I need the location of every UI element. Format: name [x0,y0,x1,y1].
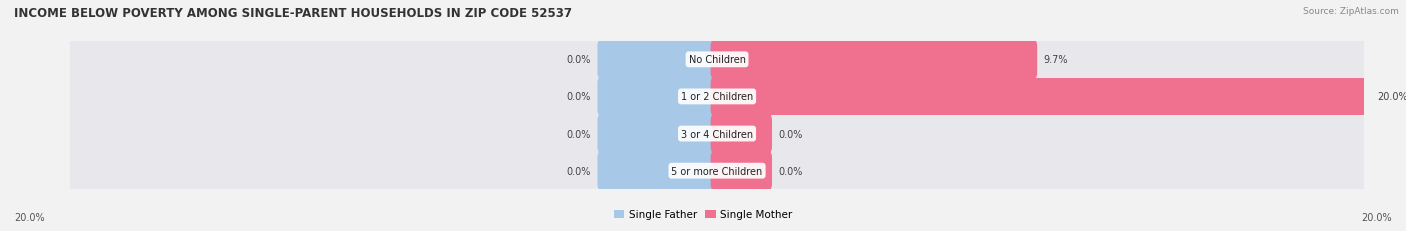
Text: 20.0%: 20.0% [1376,92,1406,102]
FancyBboxPatch shape [63,36,1371,85]
FancyBboxPatch shape [710,39,1038,81]
FancyBboxPatch shape [710,150,772,192]
FancyBboxPatch shape [63,109,1371,158]
Text: 1 or 2 Children: 1 or 2 Children [681,92,754,102]
Text: 0.0%: 0.0% [567,55,591,65]
Text: 20.0%: 20.0% [14,212,45,222]
Text: 0.0%: 0.0% [567,166,591,176]
Legend: Single Father, Single Mother: Single Father, Single Mother [610,205,796,224]
FancyBboxPatch shape [710,113,772,155]
Text: 5 or more Children: 5 or more Children [672,166,762,176]
Text: INCOME BELOW POVERTY AMONG SINGLE-PARENT HOUSEHOLDS IN ZIP CODE 52537: INCOME BELOW POVERTY AMONG SINGLE-PARENT… [14,7,572,20]
FancyBboxPatch shape [63,73,1371,122]
FancyBboxPatch shape [63,146,1371,195]
Text: 3 or 4 Children: 3 or 4 Children [681,129,754,139]
Text: 9.7%: 9.7% [1043,55,1069,65]
Text: 20.0%: 20.0% [1361,212,1392,222]
FancyBboxPatch shape [598,39,724,81]
Text: Source: ZipAtlas.com: Source: ZipAtlas.com [1303,7,1399,16]
Text: 0.0%: 0.0% [779,129,803,139]
Text: 0.0%: 0.0% [567,92,591,102]
FancyBboxPatch shape [710,76,1371,118]
Text: No Children: No Children [689,55,745,65]
FancyBboxPatch shape [598,76,724,118]
FancyBboxPatch shape [598,113,724,155]
Text: 0.0%: 0.0% [779,166,803,176]
FancyBboxPatch shape [598,150,724,192]
Text: 0.0%: 0.0% [567,129,591,139]
